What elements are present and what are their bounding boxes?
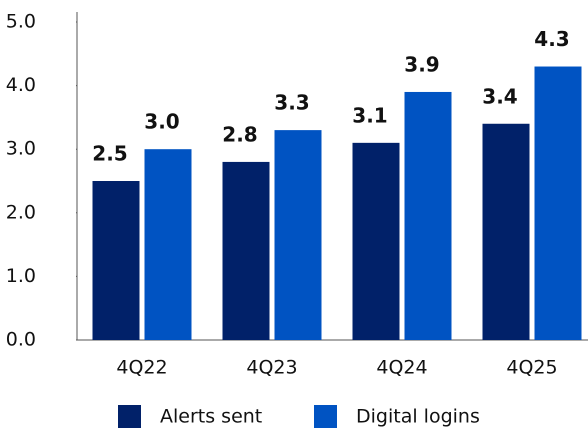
legend-label: Digital logins [356, 406, 480, 428]
y-tick-label: 4.0 [6, 74, 36, 96]
legend-swatch [314, 405, 337, 428]
value-label: 4.3 [534, 27, 569, 51]
bar [482, 123, 530, 340]
value-label: 3.9 [404, 52, 439, 76]
y-tick-label: 2.0 [6, 201, 36, 223]
value-label: 2.5 [92, 142, 127, 166]
bar [222, 161, 270, 340]
value-label: 3.1 [352, 103, 387, 127]
bar [404, 91, 452, 341]
x-tick-label: 4Q24 [376, 357, 427, 379]
bar [92, 181, 140, 340]
y-tick-label: 0.0 [6, 329, 36, 351]
legend-swatch [118, 405, 141, 428]
value-label: 3.3 [274, 91, 309, 115]
value-label: 2.8 [222, 122, 257, 146]
legend-label: Alerts sent [160, 406, 262, 428]
y-tick-label: 5.0 [6, 11, 36, 33]
bar [144, 149, 192, 340]
bar [352, 142, 400, 340]
y-tick-label: 1.0 [6, 265, 36, 287]
x-tick-label: 4Q22 [116, 357, 167, 379]
x-tick-label: 4Q25 [506, 357, 557, 379]
bar [274, 130, 322, 340]
value-label: 3.0 [144, 110, 179, 134]
x-tick-label: 4Q23 [246, 357, 297, 379]
bar [534, 66, 582, 341]
y-tick-label: 3.0 [6, 138, 36, 160]
value-label: 3.4 [482, 84, 517, 108]
